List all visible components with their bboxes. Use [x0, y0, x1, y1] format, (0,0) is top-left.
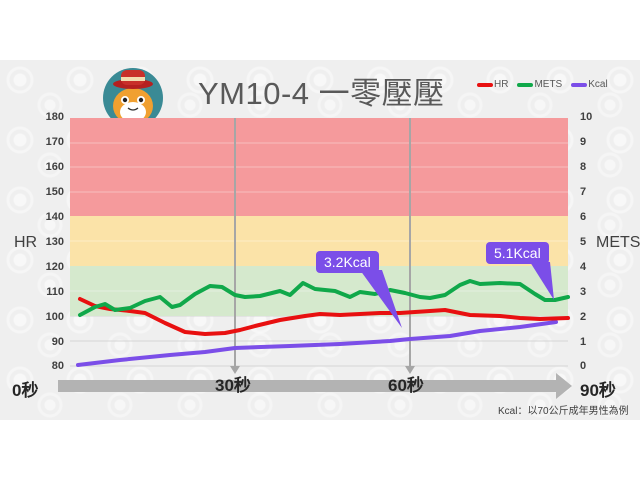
time-label-end: 90秒 — [580, 381, 616, 400]
legend-label: HR — [494, 79, 509, 90]
legend: HR METS Kcal — [477, 79, 614, 90]
y-tick: 150 — [45, 186, 64, 198]
callout-pointer-icon — [530, 262, 554, 300]
y-tick: 90 — [51, 336, 64, 348]
time-label-start: 0秒 — [12, 381, 39, 400]
right-axis-label: METS — [596, 234, 640, 251]
kcal-line — [76, 320, 558, 367]
y-tick-right: 9 — [580, 136, 587, 148]
timeline-bar — [58, 380, 558, 392]
legend-item-kcal: Kcal — [571, 79, 608, 90]
mets-line — [78, 279, 570, 317]
y-tick-right: 4 — [580, 261, 587, 273]
time-label-30: 30秒 — [215, 376, 251, 395]
y-tick-right: 5 — [580, 236, 587, 248]
y-tick: 80 — [51, 360, 64, 372]
page-title: YM10-4 一零壓壓 — [198, 76, 445, 111]
legend-label: METS — [534, 79, 563, 90]
y-tick: 160 — [45, 161, 64, 173]
y-tick-right: 1 — [580, 336, 587, 348]
kcal-swatch-icon — [571, 82, 588, 87]
y-tick-right: 8 — [580, 161, 587, 173]
timeline-arrow-icon — [556, 373, 572, 399]
kcal-callout-60s: 3.2Kcal — [316, 251, 379, 273]
mets-swatch-icon — [517, 82, 534, 87]
y-tick-right: 10 — [580, 111, 593, 123]
zone-red — [70, 118, 568, 216]
legend-label: Kcal — [588, 79, 608, 90]
kcal-footnote: Kcal：以70公斤成年男性為例 — [498, 406, 629, 417]
y-tick: 120 — [45, 261, 64, 273]
hr-swatch-icon — [477, 82, 493, 87]
legend-item-hr: HR — [477, 79, 508, 90]
y-tick-right: 3 — [580, 286, 587, 298]
y-tick: 110 — [46, 286, 64, 298]
time-label-60: 60秒 — [388, 376, 424, 395]
mascot — [100, 62, 166, 128]
marker-arrow-icon — [230, 366, 240, 374]
left-axis-label: HR — [14, 234, 38, 251]
y-tick-right: 6 — [580, 211, 587, 223]
marker-arrow-icon — [405, 366, 415, 374]
callout-pointer-icon — [360, 270, 402, 328]
legend-item-mets: METS — [517, 79, 562, 90]
y-tick-right: 0 — [580, 360, 587, 372]
tiger-mascot-icon — [103, 68, 163, 128]
hr-line — [78, 297, 570, 336]
y-tick: 130 — [45, 236, 64, 248]
y-tick: 170 — [45, 136, 64, 148]
y-tick: 140 — [45, 211, 64, 223]
kcal-callout-90s: 5.1Kcal — [486, 242, 549, 264]
y-tick-right: 7 — [580, 186, 587, 198]
y-tick: 100 — [45, 311, 64, 323]
y-tick-right: 2 — [580, 311, 587, 323]
time-markers — [234, 118, 411, 370]
y-tick: 180 — [45, 111, 64, 123]
